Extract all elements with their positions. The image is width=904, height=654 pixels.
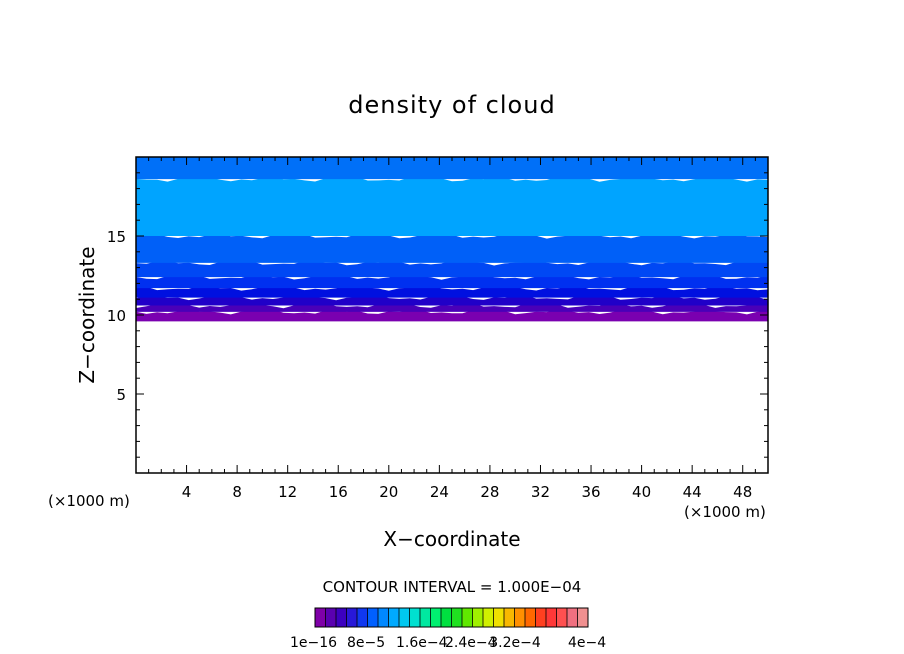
colorbar-swatch bbox=[556, 608, 568, 627]
colorbar-swatch bbox=[357, 608, 368, 627]
x-axis-label: X−coordinate bbox=[383, 527, 520, 551]
x-tick-label: 48 bbox=[733, 483, 752, 501]
colorbar-swatch bbox=[367, 608, 379, 627]
colorbar-swatch bbox=[399, 608, 410, 627]
colorbar-swatch bbox=[472, 608, 484, 627]
colorbar-swatch bbox=[462, 608, 473, 627]
colorbar-label: 4e−4 bbox=[568, 635, 606, 651]
x-tick-label: 24 bbox=[430, 483, 449, 501]
contour-band bbox=[136, 274, 768, 289]
x-tick-label: 32 bbox=[531, 483, 550, 501]
contour-band bbox=[136, 157, 768, 180]
colorbar-swatch bbox=[346, 608, 358, 627]
colorbar-swatch bbox=[577, 608, 589, 627]
x-tick-label: 40 bbox=[632, 483, 651, 501]
colorbar-swatch bbox=[388, 608, 400, 627]
colorbar-labels: 1e−16 8e−5 1.6e−42.4e−43.2e−4 4e−4 bbox=[290, 635, 606, 651]
x-unit-right: (×1000 m) bbox=[684, 503, 766, 521]
contour-band bbox=[136, 176, 768, 236]
colorbar-swatch bbox=[378, 608, 389, 627]
colorbar-label: 2.4e−4 bbox=[445, 635, 497, 651]
colorbar-swatch bbox=[535, 608, 547, 627]
contour-band bbox=[136, 295, 768, 306]
colorbar-swatch bbox=[504, 608, 515, 627]
colorbar-swatch bbox=[567, 608, 578, 627]
y-tick-label: 15 bbox=[107, 228, 126, 246]
x-tick-label: 16 bbox=[329, 483, 348, 501]
contour-band bbox=[136, 285, 768, 298]
colorbar-swatch bbox=[493, 608, 505, 627]
y-tick-label: 5 bbox=[116, 386, 126, 404]
colorbar-label: 3.2e−4 bbox=[489, 635, 541, 651]
colorbar bbox=[314, 607, 589, 628]
colorbar-swatch bbox=[546, 608, 557, 627]
x-tick-label: 12 bbox=[278, 483, 297, 501]
chart-title: density of cloud bbox=[348, 91, 555, 119]
colorbar-label: 1.6e−4 bbox=[396, 635, 448, 651]
colorbar-label: 8e−5 bbox=[347, 635, 385, 651]
colorbar-swatch bbox=[483, 608, 494, 627]
contour-band bbox=[136, 309, 768, 322]
colorbar-frame bbox=[314, 607, 589, 628]
colorbar-swatch bbox=[441, 608, 452, 627]
x-tick-label: 44 bbox=[683, 483, 702, 501]
contour-band bbox=[136, 260, 768, 278]
contour-band bbox=[136, 233, 768, 263]
colorbar-swatch bbox=[430, 608, 442, 627]
colorbar-swatch bbox=[315, 608, 326, 627]
x-tick-label: 4 bbox=[182, 483, 192, 501]
x-unit-left: (×1000 m) bbox=[48, 492, 130, 510]
colorbar-label: 1e−16 bbox=[290, 635, 337, 651]
contour-interval-label: CONTOUR INTERVAL = 1.000E−04 bbox=[323, 578, 582, 596]
colorbar-swatch bbox=[325, 608, 337, 627]
x-tick-label: 36 bbox=[581, 483, 600, 501]
colorbar-swatch bbox=[514, 608, 526, 627]
colorbar-swatch bbox=[420, 608, 431, 627]
x-tick-label: 28 bbox=[480, 483, 499, 501]
colorbar-swatch bbox=[336, 608, 347, 627]
x-tick-label: 20 bbox=[379, 483, 398, 501]
y-tick-label: 10 bbox=[107, 307, 126, 325]
colorbar-swatch bbox=[409, 608, 421, 627]
y-axis-label: Z−coordinate bbox=[75, 246, 99, 383]
colorbar-swatch bbox=[525, 608, 536, 627]
plot-area bbox=[136, 157, 768, 322]
colorbar-swatch bbox=[451, 608, 463, 627]
x-tick-label: 8 bbox=[232, 483, 242, 501]
